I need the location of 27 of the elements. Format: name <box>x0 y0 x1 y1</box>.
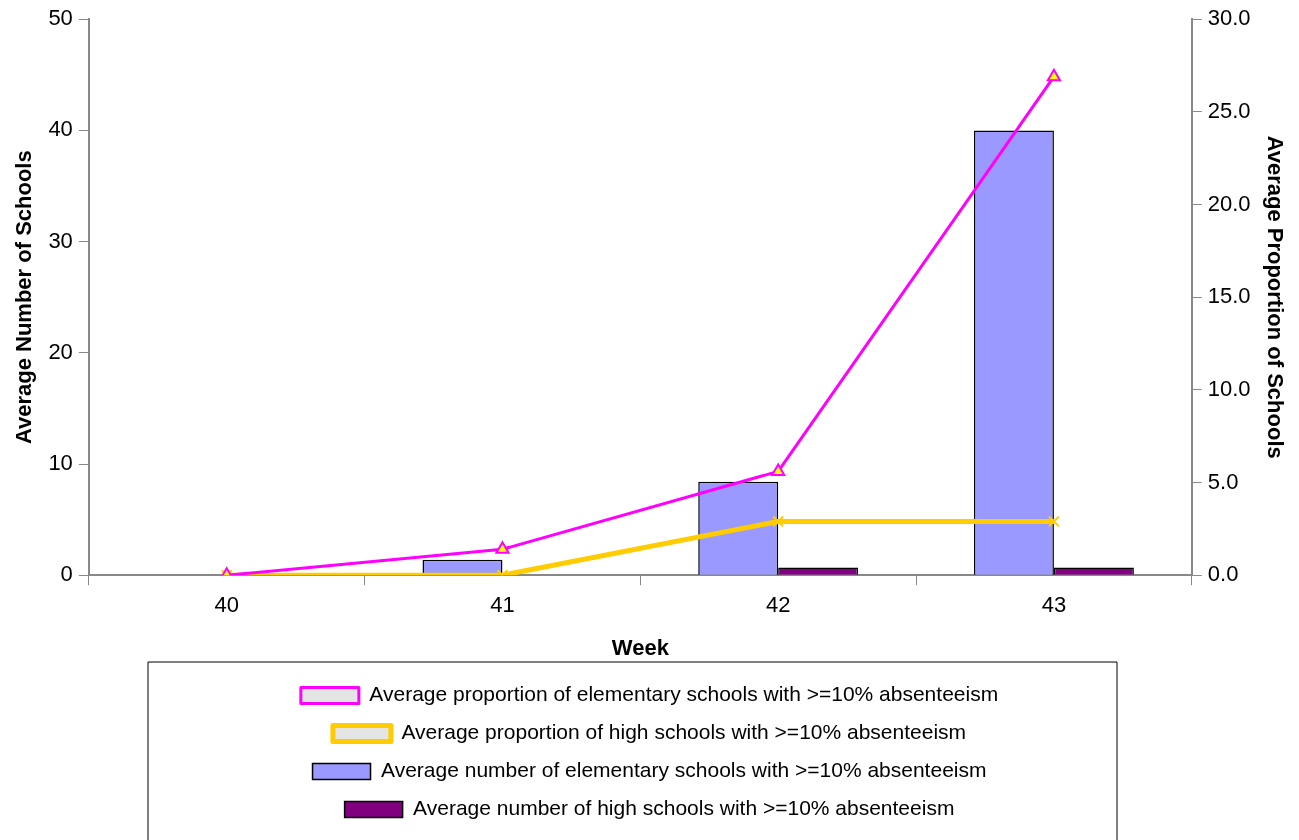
y-tick-label: 0 <box>60 561 73 587</box>
y-tick-label: 50 <box>48 5 73 31</box>
y2-tick-label: 30.0 <box>1207 5 1251 31</box>
point <box>495 541 510 554</box>
legend-label: Average number of high schools with >=10% absenteeism <box>413 796 955 820</box>
legend-label: Average proportion of elementary schools with >=10% absenteeism <box>369 682 999 706</box>
y2-axis-title: Average Proportion of Schools <box>1262 135 1288 459</box>
point <box>1046 68 1061 82</box>
y2-tick-label: 10.0 <box>1207 375 1251 401</box>
y-tick-label: 30 <box>48 227 73 253</box>
x-tick-label: 41 <box>490 592 515 618</box>
y-tick-label: 10 <box>48 450 73 476</box>
y-tick-label: 20 <box>48 338 73 364</box>
y2-tick-label: 0.0 <box>1207 561 1239 587</box>
x-tick-label: 43 <box>1041 592 1067 618</box>
x-tick-label: 40 <box>214 592 239 618</box>
y2-tick-label: 20.0 <box>1207 190 1251 216</box>
y2-tick-label: 5.0 <box>1207 468 1239 494</box>
y2-tick-label: 15.0 <box>1207 283 1251 309</box>
point <box>771 463 786 476</box>
x-axis-title: Week <box>611 634 670 660</box>
legend-label: Average number of elementary schools with >=10% absenteeism <box>381 758 987 782</box>
legend-label: Average proportion of high schools with >=10% absenteeism <box>401 720 967 744</box>
y-tick-label: 40 <box>48 116 73 142</box>
x-tick-label: 42 <box>765 592 791 618</box>
y-axis-title: Average Number of Schools <box>11 150 37 445</box>
y2-tick-label: 25.0 <box>1207 97 1251 123</box>
